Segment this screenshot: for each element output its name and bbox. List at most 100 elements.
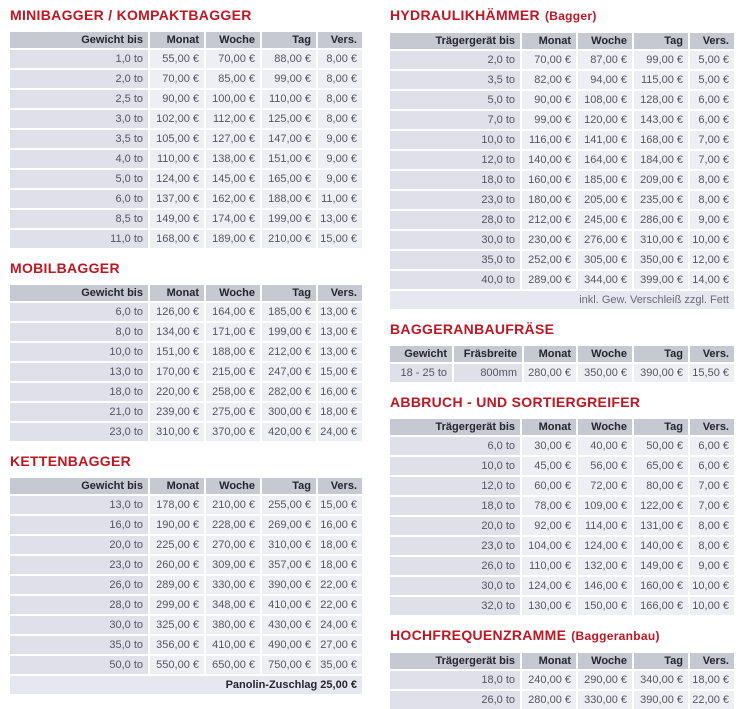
price-value-cell: 5,00 €: [690, 71, 734, 89]
price-value-cell: 10,00 €: [690, 577, 734, 595]
row-label-cell: 26,0 to: [390, 557, 520, 575]
table-header-cell: Gewicht bis: [10, 32, 148, 48]
price-value-cell: 160,00 €: [634, 577, 688, 595]
row-label-cell: 18,0 to: [390, 671, 520, 689]
price-value-cell: 120,00 €: [578, 111, 632, 129]
price-value-cell: 110,00 €: [150, 150, 204, 168]
price-value-cell: 149,00 €: [634, 557, 688, 575]
row-label-cell: 8,5 to: [10, 210, 148, 228]
price-value-cell: 92,00 €: [522, 517, 576, 535]
row-label-cell: 30,0 to: [10, 616, 148, 634]
table-header-cell: Woche: [578, 33, 632, 49]
price-value-cell: 104,00 €: [522, 537, 576, 555]
price-value-cell: 380,00 €: [206, 616, 260, 634]
price-value-cell: 8,00 €: [690, 191, 734, 209]
price-value-cell: 174,00 €: [206, 210, 260, 228]
row-label-cell: 35,0 to: [10, 636, 148, 654]
price-value-cell: 6,00 €: [690, 111, 734, 129]
row-label-cell: 5,0 to: [10, 170, 148, 188]
table-header-cell: Tag: [634, 33, 688, 49]
section-kettenbagger: KETTENBAGGER Gewicht bis Monat Woche Tag Vers…: [10, 454, 362, 694]
price-value-cell: 140,00 €: [634, 537, 688, 555]
price-value-cell: 168,00 €: [634, 131, 688, 149]
price-value-cell: 27,00 €: [318, 636, 362, 654]
row-label-cell: 10,0 to: [10, 343, 148, 361]
price-table: Gewicht Fräsbreite Monat Woche Tag Vers. 18 - …: [390, 346, 734, 382]
price-value-cell: 188,00 €: [262, 190, 316, 208]
price-value-cell: 147,00 €: [262, 130, 316, 148]
price-value-cell: 99,00 €: [262, 70, 316, 88]
section-title: MOBILBAGGER: [10, 261, 362, 276]
price-value-cell: 13,00 €: [318, 323, 362, 341]
price-value-cell: 10,00 €: [690, 231, 734, 249]
price-value-cell: 166,00 €: [634, 597, 688, 615]
table-header-cell: Woche: [206, 32, 260, 48]
price-value-cell: 210,00 €: [206, 496, 260, 514]
price-table: Trägergerät bis Monat Woche Tag Vers. 2,0 to 7…: [390, 33, 734, 309]
price-value-cell: 131,00 €: [634, 517, 688, 535]
price-value-cell: 151,00 €: [150, 343, 204, 361]
price-value-cell: 65,00 €: [634, 457, 688, 475]
table-header-cell: Vers.: [690, 33, 734, 49]
price-value-cell: 370,00 €: [206, 423, 260, 441]
price-value-cell: 215,00 €: [206, 363, 260, 381]
price-value-cell: 10,00 €: [690, 597, 734, 615]
price-value-cell: 289,00 €: [522, 271, 576, 289]
row-label-cell: 30,0 to: [390, 231, 520, 249]
price-value-cell: 330,00 €: [206, 576, 260, 594]
row-label-cell: 12,0 to: [390, 151, 520, 169]
price-value-cell: 12,00 €: [690, 251, 734, 269]
price-value-cell: 70,00 €: [150, 70, 204, 88]
price-value-cell: 189,00 €: [206, 230, 260, 248]
price-value-cell: 325,00 €: [150, 616, 204, 634]
table-header-cell: Monat: [522, 33, 576, 49]
price-value-cell: 255,00 €: [262, 496, 316, 514]
price-value-cell: 35,00 €: [318, 656, 362, 674]
price-value-cell: 18,00 €: [318, 556, 362, 574]
price-value-cell: 6,00 €: [690, 91, 734, 109]
price-value-cell: 124,00 €: [522, 577, 576, 595]
price-value-cell: 87,00 €: [578, 51, 632, 69]
table-header-cell: Woche: [578, 346, 632, 362]
table-header-cell: Monat: [522, 653, 576, 669]
price-value-cell: 178,00 €: [150, 496, 204, 514]
price-value-cell: 8,00 €: [318, 70, 362, 88]
table-footer-note: Panolin-Zuschlag 25,00 €: [10, 676, 362, 694]
price-value-cell: 430,00 €: [262, 616, 316, 634]
price-value-cell: 18,00 €: [318, 536, 362, 554]
price-value-cell: 126,00 €: [150, 303, 204, 321]
price-value-cell: 70,00 €: [206, 50, 260, 68]
price-value-cell: 22,00 €: [318, 596, 362, 614]
price-value-cell: 30,00 €: [522, 437, 576, 455]
price-value-cell: 115,00 €: [634, 71, 688, 89]
table-header-cell: Tag: [634, 653, 688, 669]
price-value-cell: 88,00 €: [262, 50, 316, 68]
row-label-cell: 12,0 to: [390, 477, 520, 495]
price-value-cell: 99,00 €: [634, 51, 688, 69]
price-value-cell: 160,00 €: [522, 171, 576, 189]
table-header-cell: Tag: [634, 346, 688, 362]
section-title-text: KETTENBAGGER: [10, 453, 132, 469]
price-value-cell: 8,00 €: [690, 517, 734, 535]
price-value-cell: 390,00 €: [634, 364, 688, 382]
price-value-cell: 137,00 €: [150, 190, 204, 208]
price-value-cell: 16,00 €: [318, 383, 362, 401]
price-value-cell: 290,00 €: [578, 671, 632, 689]
price-value-cell: 390,00 €: [262, 576, 316, 594]
price-value-cell: 14,00 €: [690, 271, 734, 289]
price-value-cell: 188,00 €: [206, 343, 260, 361]
row-label-cell: 3,5 to: [10, 130, 148, 148]
price-value-cell: 6,00 €: [690, 457, 734, 475]
price-value-cell: 310,00 €: [150, 423, 204, 441]
table-header-cell: Gewicht: [390, 346, 452, 362]
price-value-cell: 8,00 €: [318, 90, 362, 108]
table-header-cell: Trägergerät bis: [390, 419, 520, 435]
section-abbruch-und-sortiergreifer: ABBRUCH - UND SORTIERGREIFER Trägergerät …: [390, 395, 734, 615]
row-label-cell: 20,0 to: [10, 536, 148, 554]
table-header-cell: Woche: [578, 653, 632, 669]
table-header-cell: Tag: [634, 419, 688, 435]
section-hydraulikhämmer: HYDRAULIKHÄMMER (Bagger) Trägergerät bis Mo…: [390, 8, 734, 309]
row-label-cell: 18 - 25 to: [390, 364, 452, 382]
table-header-cell: Monat: [150, 32, 204, 48]
price-value-cell: 90,00 €: [522, 91, 576, 109]
